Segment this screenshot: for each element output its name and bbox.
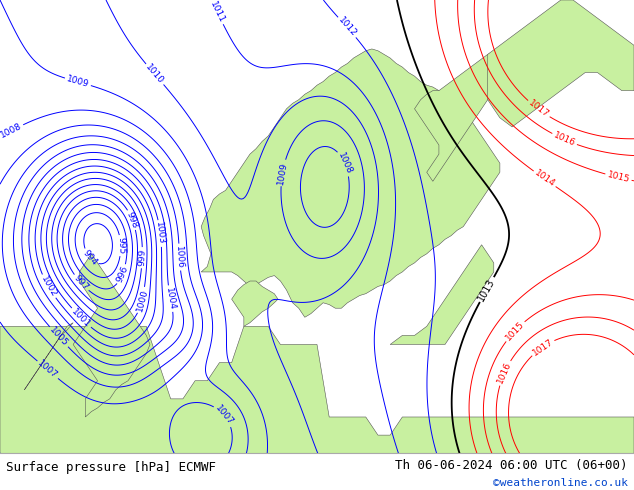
Text: 994: 994 <box>81 248 99 267</box>
Text: 1012: 1012 <box>336 16 358 39</box>
Text: 998: 998 <box>125 210 139 229</box>
Text: 1004: 1004 <box>164 287 177 311</box>
Text: 1017: 1017 <box>527 98 550 120</box>
Text: 1001: 1001 <box>70 307 93 329</box>
Polygon shape <box>0 326 634 453</box>
Polygon shape <box>488 0 634 127</box>
Text: 1017: 1017 <box>531 337 555 357</box>
Text: 1015: 1015 <box>503 319 526 343</box>
Text: 1016: 1016 <box>496 361 513 385</box>
Text: 1014: 1014 <box>533 169 557 189</box>
Polygon shape <box>73 254 150 417</box>
Text: 1010: 1010 <box>144 63 165 86</box>
Polygon shape <box>201 49 500 318</box>
Polygon shape <box>390 245 494 344</box>
Text: 1000: 1000 <box>135 288 150 313</box>
Text: 1016: 1016 <box>552 131 577 148</box>
Text: 1008: 1008 <box>336 151 354 176</box>
Text: Th 06-06-2024 06:00 UTC (06+00): Th 06-06-2024 06:00 UTC (06+00) <box>395 459 628 471</box>
Text: 1002: 1002 <box>39 274 58 299</box>
Polygon shape <box>415 51 512 181</box>
Polygon shape <box>231 281 278 326</box>
Text: 1011: 1011 <box>208 0 226 24</box>
Text: 1009: 1009 <box>276 161 289 185</box>
Text: 1015: 1015 <box>606 171 631 184</box>
Text: 1006: 1006 <box>174 245 184 269</box>
Text: 1007: 1007 <box>36 359 60 381</box>
Text: 995: 995 <box>116 237 126 254</box>
Text: 1005: 1005 <box>48 325 70 348</box>
Text: 1013: 1013 <box>476 276 497 303</box>
Text: 999: 999 <box>138 249 147 267</box>
Text: Surface pressure [hPa] ECMWF: Surface pressure [hPa] ECMWF <box>6 461 216 474</box>
Text: 1008: 1008 <box>0 122 23 140</box>
Polygon shape <box>24 323 73 390</box>
Text: 1007: 1007 <box>214 404 235 427</box>
Text: 1009: 1009 <box>65 74 90 89</box>
Text: 996: 996 <box>115 265 130 284</box>
Text: ©weatheronline.co.uk: ©weatheronline.co.uk <box>493 478 628 488</box>
Text: 997: 997 <box>72 273 90 293</box>
Text: 1003: 1003 <box>155 221 166 245</box>
